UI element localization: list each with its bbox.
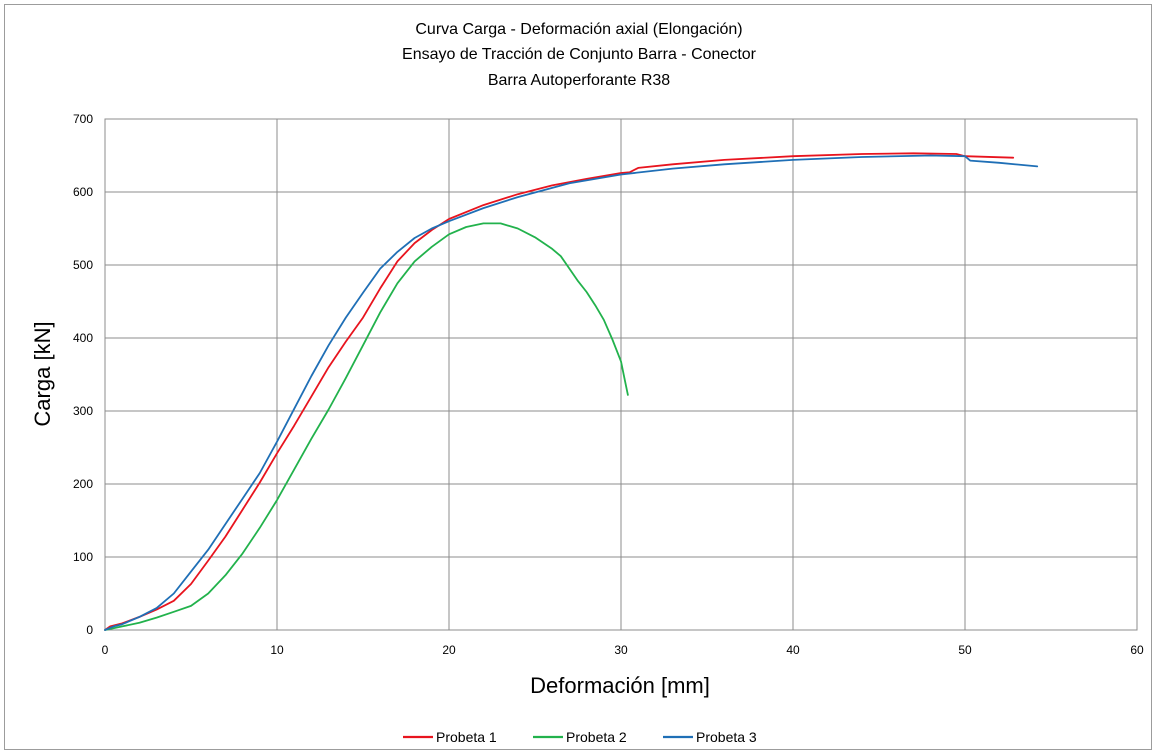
x-tick-label: 20 <box>442 643 456 657</box>
chart-title-line-1: Curva Carga - Deformación axial (Elongac… <box>415 21 743 38</box>
series-line-2 <box>104 222 629 631</box>
legend-label-2: Probeta 2 <box>566 729 627 745</box>
legend: Probeta 1 Probeta 2 Probeta 3 <box>403 729 757 745</box>
grid-lines <box>104 118 1138 631</box>
series-lines <box>104 152 1039 631</box>
x-tick-label: 10 <box>270 643 284 657</box>
series-line-1 <box>104 152 1015 631</box>
chart-title-line-3: Barra Autoperforante R38 <box>487 72 671 89</box>
series-line-3 <box>104 154 1039 631</box>
y-tick-label: 100 <box>73 550 93 564</box>
x-tick-label: 50 <box>958 643 972 657</box>
plot-border <box>104 118 1138 631</box>
chart-title-line-2: Ensayo de Tracción de Conjunto Barra - C… <box>402 46 756 63</box>
y-tick-labels: 0 100 200 300 400 500 600 700 <box>73 112 93 637</box>
x-tick-label: 40 <box>786 643 800 657</box>
x-tick-labels: 0 10 20 30 40 50 60 <box>102 643 1144 657</box>
y-tick-label: 600 <box>73 185 93 199</box>
legend-label-1: Probeta 1 <box>436 729 497 745</box>
y-tick-label: 400 <box>73 331 93 345</box>
y-tick-label: 200 <box>73 477 93 491</box>
y-tick-label: 700 <box>73 112 93 126</box>
x-tick-label: 30 <box>614 643 628 657</box>
y-tick-label: 300 <box>73 404 93 418</box>
y-tick-label: 0 <box>86 623 93 637</box>
legend-label-3: Probeta 3 <box>696 729 757 745</box>
x-axis-title: Deformación [mm] <box>530 673 710 698</box>
plot-area-border <box>104 118 1138 631</box>
chart-frame <box>4 4 1152 750</box>
x-tick-label: 0 <box>102 643 109 657</box>
y-axis-title: Carga [kN] <box>30 321 55 426</box>
y-tick-label: 500 <box>73 258 93 272</box>
x-tick-label: 60 <box>1130 643 1144 657</box>
